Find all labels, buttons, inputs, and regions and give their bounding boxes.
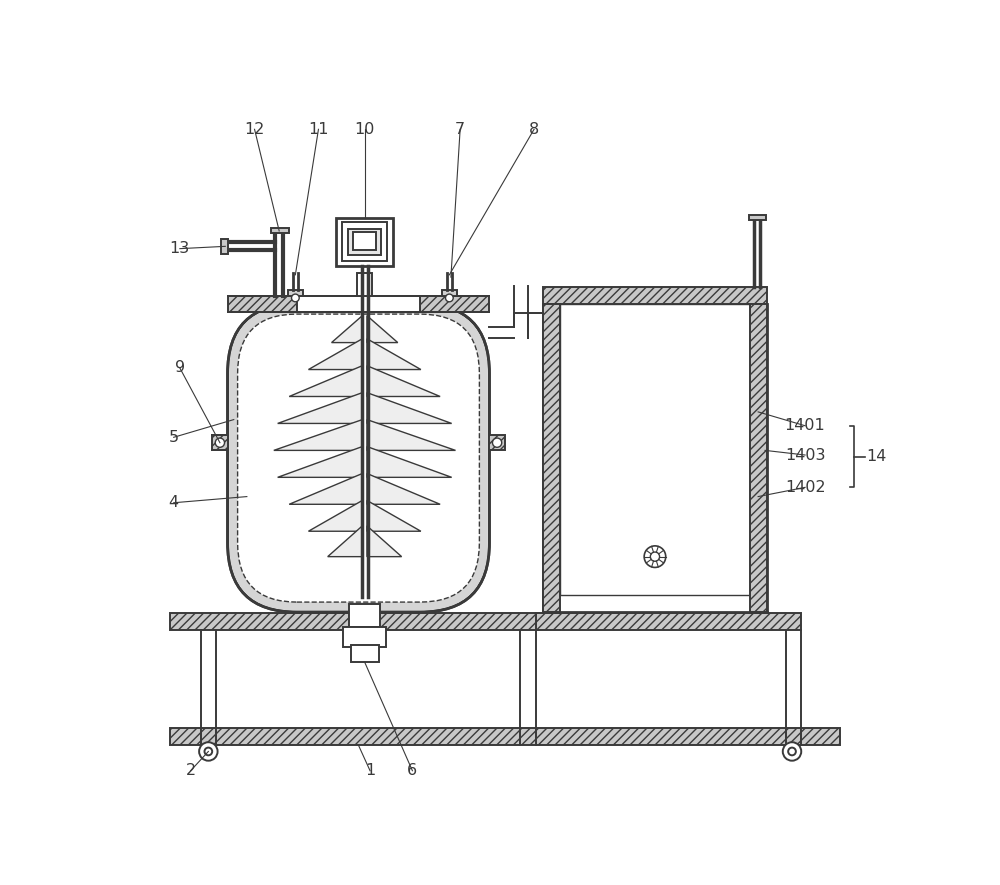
Polygon shape [367, 447, 452, 477]
Bar [750, 304, 767, 612]
Bar [342, 222, 387, 261]
Bar [442, 290, 457, 296]
Text: 5: 5 [169, 430, 179, 445]
Text: 1: 1 [365, 763, 375, 778]
Circle shape [783, 743, 801, 761]
Circle shape [205, 748, 212, 755]
Text: 1401: 1401 [785, 419, 825, 434]
Polygon shape [278, 393, 362, 423]
Text: 6: 6 [407, 763, 417, 778]
Polygon shape [308, 500, 362, 531]
Circle shape [644, 546, 666, 567]
Polygon shape [278, 447, 362, 477]
Circle shape [788, 748, 796, 755]
Bar [228, 296, 297, 312]
Bar [353, 232, 376, 250]
Text: 2: 2 [186, 763, 196, 778]
Polygon shape [367, 526, 402, 557]
Text: 4: 4 [169, 496, 179, 511]
Bar [351, 645, 379, 662]
Circle shape [650, 552, 660, 561]
Bar [170, 612, 539, 630]
Bar [349, 604, 380, 627]
Text: 1403: 1403 [785, 448, 825, 463]
Polygon shape [367, 339, 421, 370]
Bar [357, 273, 372, 296]
Text: 13: 13 [170, 241, 190, 256]
Polygon shape [367, 393, 452, 423]
Bar [271, 227, 289, 234]
Bar [536, 612, 801, 630]
Polygon shape [367, 366, 440, 396]
Text: 12: 12 [244, 122, 265, 137]
Polygon shape [367, 316, 398, 342]
Bar [348, 228, 381, 255]
Text: 1402: 1402 [785, 480, 825, 495]
FancyBboxPatch shape [228, 304, 489, 612]
Polygon shape [367, 500, 421, 531]
FancyBboxPatch shape [229, 305, 488, 611]
Text: 10: 10 [354, 122, 375, 137]
Bar [560, 304, 750, 595]
Bar [489, 435, 505, 450]
Text: 7: 7 [455, 122, 465, 137]
Bar [170, 728, 840, 745]
Bar [336, 218, 393, 266]
Circle shape [215, 438, 225, 447]
Circle shape [292, 294, 299, 302]
Circle shape [199, 743, 218, 761]
Bar [343, 627, 386, 647]
Polygon shape [367, 419, 456, 450]
Bar [543, 304, 560, 612]
Polygon shape [289, 366, 362, 396]
Polygon shape [274, 419, 362, 450]
Text: 8: 8 [529, 122, 539, 137]
Text: 11: 11 [308, 122, 329, 137]
Text: 9: 9 [175, 360, 185, 375]
Bar [221, 239, 228, 254]
Bar [297, 296, 420, 312]
Bar [288, 290, 303, 296]
Circle shape [492, 438, 502, 447]
FancyBboxPatch shape [238, 314, 479, 602]
Polygon shape [367, 473, 440, 504]
Bar [749, 215, 766, 220]
Bar [543, 287, 767, 304]
Bar [420, 296, 489, 312]
Circle shape [446, 294, 453, 302]
Polygon shape [308, 339, 362, 370]
Polygon shape [332, 316, 362, 342]
Text: 14: 14 [867, 449, 887, 464]
Bar [212, 435, 228, 450]
Polygon shape [328, 526, 362, 557]
Polygon shape [289, 473, 362, 504]
